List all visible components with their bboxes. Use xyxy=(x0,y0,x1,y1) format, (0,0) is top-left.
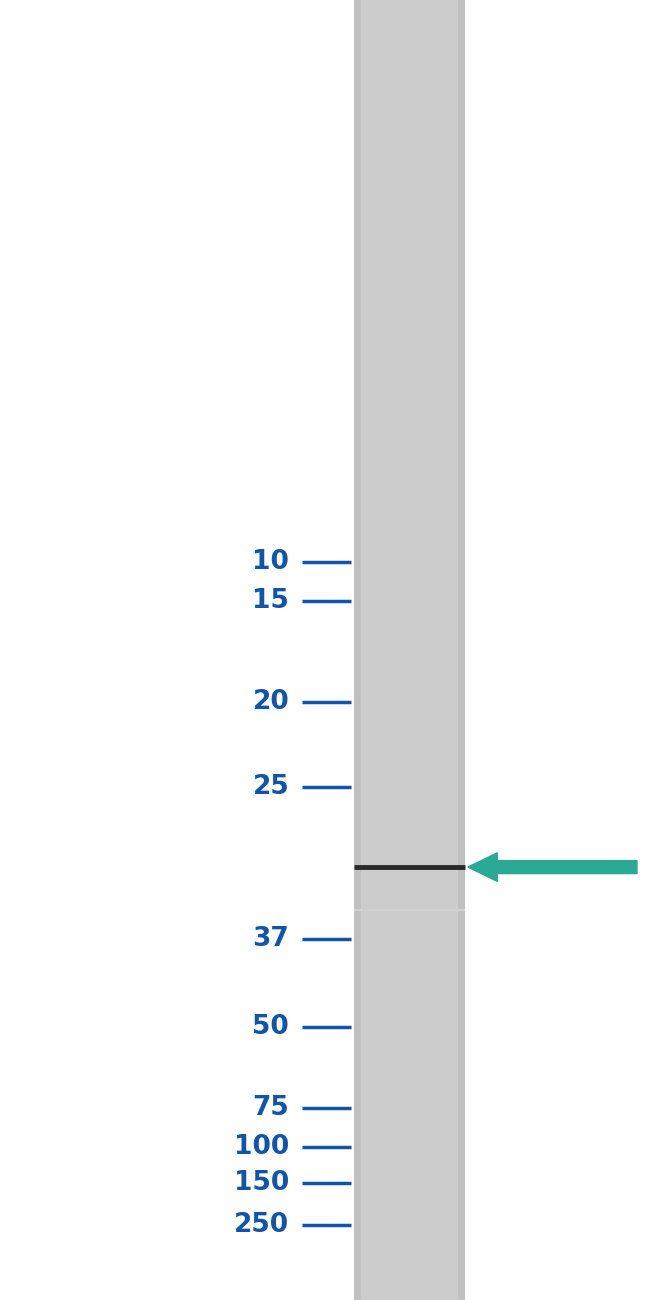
Text: 50: 50 xyxy=(252,1014,289,1040)
Bar xyxy=(354,0,465,1300)
Text: 75: 75 xyxy=(252,1095,289,1121)
Text: 10: 10 xyxy=(252,549,289,575)
Bar xyxy=(361,0,458,1300)
Text: 37: 37 xyxy=(252,926,289,952)
FancyArrow shape xyxy=(468,853,637,881)
Text: 250: 250 xyxy=(234,1212,289,1238)
Text: 150: 150 xyxy=(234,1170,289,1196)
Text: 15: 15 xyxy=(252,588,289,614)
Text: 20: 20 xyxy=(252,689,289,715)
Text: 25: 25 xyxy=(252,774,289,800)
Text: 100: 100 xyxy=(234,1134,289,1160)
